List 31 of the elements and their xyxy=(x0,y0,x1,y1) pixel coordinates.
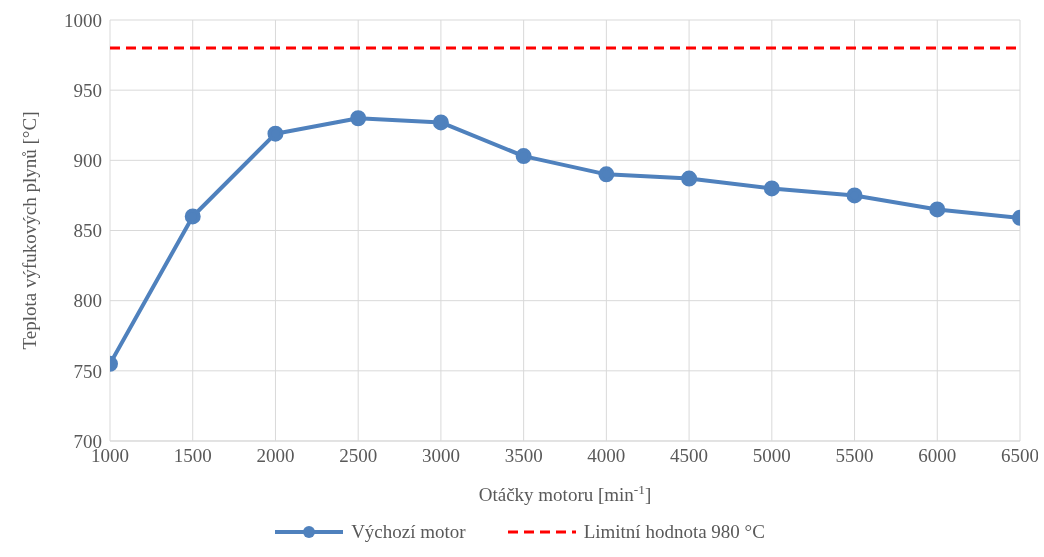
x-tick-label: 3000 xyxy=(421,445,460,467)
point xyxy=(929,201,946,218)
x-tick-label: 3500 xyxy=(504,445,543,467)
point xyxy=(432,114,449,131)
y-tick-label: 800 xyxy=(73,290,102,312)
y-tick-label: 900 xyxy=(73,150,102,172)
x-tick-label: 2500 xyxy=(339,445,378,467)
y-tick-label: 1000 xyxy=(64,9,102,31)
point xyxy=(184,208,201,225)
point xyxy=(598,166,615,183)
point xyxy=(267,125,284,142)
x-tick-label: 5000 xyxy=(752,445,791,467)
x-tick-label: 6500 xyxy=(1001,445,1039,467)
point xyxy=(763,180,780,197)
legend-label: Limitní hodnota 980 °C xyxy=(583,521,765,543)
x-tick-label: 5500 xyxy=(835,445,874,467)
x-tick-label: 6000 xyxy=(918,445,957,467)
point xyxy=(515,148,532,165)
x-tick-label: 2000 xyxy=(256,445,295,467)
point xyxy=(846,187,863,204)
y-tick-label: 950 xyxy=(73,79,102,101)
point xyxy=(681,170,698,187)
legend-label: Výchozí motor xyxy=(351,521,466,543)
y-axis-title: Teplota výfukových plynů [°C] xyxy=(19,111,40,350)
x-tick-label: 1500 xyxy=(173,445,212,467)
y-tick-label: 750 xyxy=(73,360,102,382)
x-axis-title: Otáčky motoru [min$^{-1}$] xyxy=(478,481,652,505)
x-tick-label: 4000 xyxy=(587,445,626,467)
x-tick-label: 4500 xyxy=(670,445,709,467)
y-tick-label: 850 xyxy=(73,220,102,242)
point xyxy=(350,110,367,127)
